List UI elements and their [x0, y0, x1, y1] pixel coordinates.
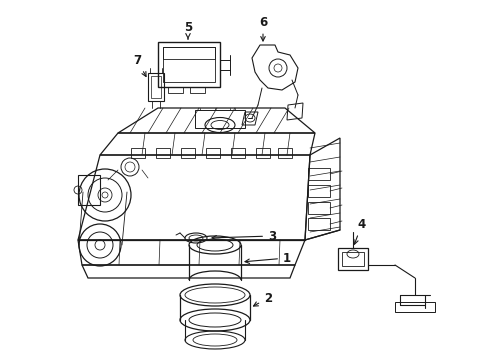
- Bar: [308, 202, 330, 214]
- Bar: [131, 148, 145, 158]
- Bar: [163, 47, 215, 82]
- Bar: [342, 252, 364, 266]
- Bar: [195, 110, 245, 128]
- Bar: [168, 87, 183, 93]
- Bar: [338, 248, 368, 270]
- Bar: [308, 185, 330, 197]
- Text: 2: 2: [253, 292, 272, 306]
- Text: 7: 7: [133, 54, 146, 76]
- Text: 4: 4: [354, 217, 366, 244]
- Bar: [148, 73, 164, 101]
- Bar: [78, 175, 100, 205]
- Text: 5: 5: [184, 21, 192, 39]
- Bar: [278, 148, 292, 158]
- Bar: [308, 168, 330, 180]
- Text: 1: 1: [245, 252, 291, 265]
- Bar: [151, 76, 161, 98]
- Bar: [308, 218, 330, 230]
- Bar: [156, 148, 170, 158]
- Bar: [206, 148, 220, 158]
- Bar: [190, 87, 205, 93]
- Text: 3: 3: [212, 230, 276, 243]
- Text: 6: 6: [259, 15, 267, 41]
- Bar: [158, 42, 220, 87]
- Bar: [163, 47, 215, 59]
- Bar: [181, 148, 195, 158]
- Bar: [231, 148, 245, 158]
- Bar: [256, 148, 270, 158]
